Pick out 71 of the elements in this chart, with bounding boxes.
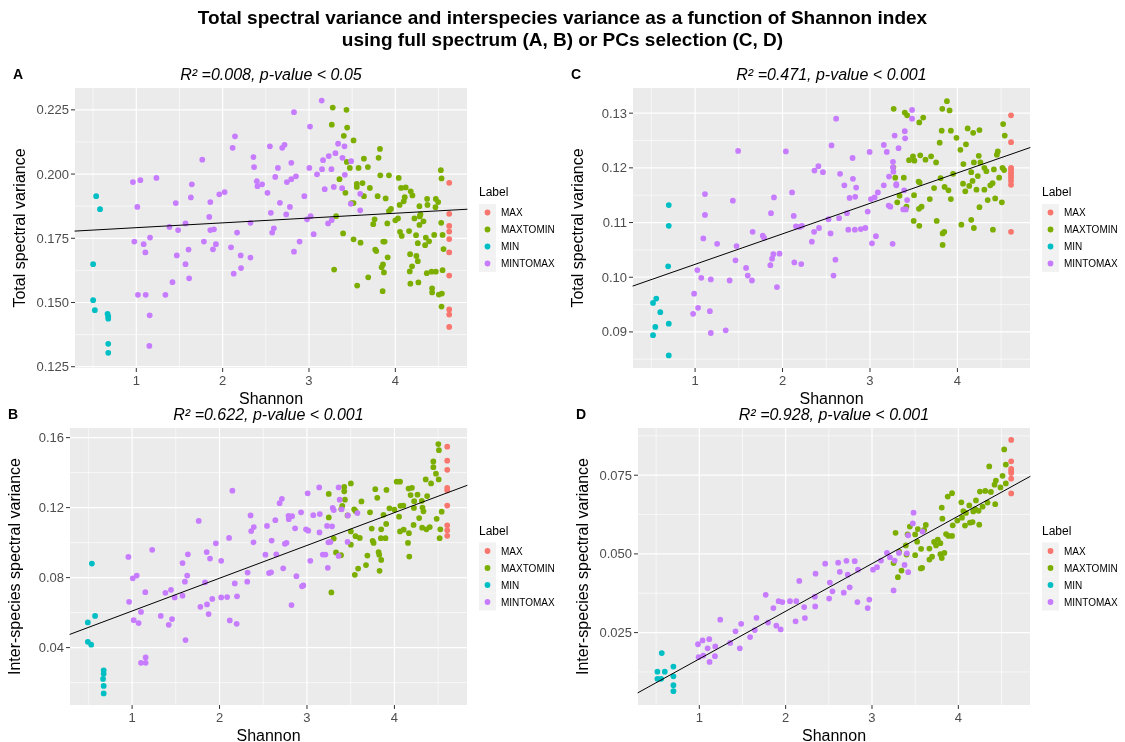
legend-label: MINTOMAX <box>1064 258 1119 269</box>
y-tick-label: 0.225 <box>36 102 69 118</box>
legend-label: MINTOMAX <box>1064 596 1119 608</box>
legend-title: Label <box>1042 185 1072 199</box>
x-tick-label: 3 <box>866 373 874 388</box>
y-tick-label: 0.13 <box>601 105 627 121</box>
legend-title: Label <box>479 185 509 199</box>
y-tick-label: 0.125 <box>36 359 69 375</box>
y-tick-label: 0.08 <box>38 570 64 586</box>
legend-label: MIN <box>1064 579 1083 591</box>
legend-label: MAX <box>501 545 523 557</box>
x-tick-label: 1 <box>132 373 140 388</box>
y-tick-label: 0.200 <box>36 166 69 182</box>
y-axis-title: Inter-species spectral variance <box>6 457 23 675</box>
x-tick-label: 4 <box>953 373 962 388</box>
y-tick-label: 0.050 <box>599 546 632 562</box>
legend-label: MAXTOMIN <box>501 224 555 235</box>
x-axis-title: Shannon <box>799 390 864 407</box>
y-tick-label: 0.10 <box>601 269 627 285</box>
x-tick-label: 2 <box>778 373 787 388</box>
legend-label: MIN <box>501 579 520 591</box>
y-axis-title: Total spectral variance <box>11 148 28 308</box>
y-axis-title: Total spectral variance <box>569 148 586 308</box>
x-tick-label: 3 <box>303 710 311 725</box>
text: using full spectrum (A, B) or PCs selection (C, D) <box>341 29 784 50</box>
legend-label: MIN <box>1064 241 1083 252</box>
y-tick-label: 0.04 <box>38 640 64 656</box>
legend-label: MAX <box>1064 207 1086 218</box>
y-tick-label: 0.025 <box>599 625 632 641</box>
x-tick-label: 1 <box>691 373 699 388</box>
chart-title: R² =0.928, p-value < 0.001 <box>738 406 930 423</box>
x-axis-title: Shannon <box>236 727 301 742</box>
legend-title: Label <box>479 523 509 538</box>
y-tick-label: 0.075 <box>599 467 632 483</box>
chart-title: R² =0.008, p-value < 0.05 <box>180 66 362 83</box>
x-tick-label: 4 <box>391 373 399 388</box>
x-axis-title: Shannon <box>238 390 304 407</box>
y-axis-title: Inter-species spectral variance <box>574 457 591 675</box>
chart-title: R² =0.471, p-value < 0.001 <box>736 66 927 83</box>
legend-label: MINTOMAX <box>501 596 556 608</box>
x-tick-label: 4 <box>954 710 962 725</box>
x-tick-label: 2 <box>782 710 790 725</box>
text: Total spectral variance and interspecies variance as a function of Shannon index <box>197 7 928 28</box>
x-tick-label: 2 <box>219 373 227 388</box>
chart-title: R² =0.622, p-value < 0.001 <box>173 406 364 423</box>
legend-label: MIN <box>501 241 520 252</box>
y-tick-label: 0.12 <box>601 160 627 176</box>
text: D <box>576 406 587 422</box>
legend-label: MAXTOMIN <box>1064 224 1118 235</box>
x-tick-label: 2 <box>215 710 224 725</box>
x-tick-label: 3 <box>868 710 876 725</box>
text: A <box>13 66 24 82</box>
legend-label: MAXTOMIN <box>501 562 555 574</box>
y-tick-label: 0.16 <box>38 430 64 446</box>
legend-label: MAX <box>1064 545 1086 557</box>
legend-title: Label <box>1042 523 1072 538</box>
y-tick-label: 0.11 <box>602 215 627 231</box>
y-tick-label: 0.09 <box>601 324 627 340</box>
x-tick-label: 1 <box>695 710 703 725</box>
legend-label: MINTOMAX <box>501 258 556 269</box>
x-axis-title: Shannon <box>801 727 867 742</box>
text: B <box>8 406 19 422</box>
legend-label: MAX <box>501 207 523 218</box>
y-tick-label: 0.12 <box>38 500 64 516</box>
y-tick-label: 0.175 <box>36 230 69 246</box>
x-tick-label: 3 <box>305 373 313 388</box>
legend-label: MAXTOMIN <box>1064 562 1118 574</box>
text: C <box>571 66 582 82</box>
y-tick-label: 0.150 <box>36 295 69 311</box>
x-tick-label: 4 <box>390 710 399 725</box>
x-tick-label: 1 <box>128 710 136 725</box>
